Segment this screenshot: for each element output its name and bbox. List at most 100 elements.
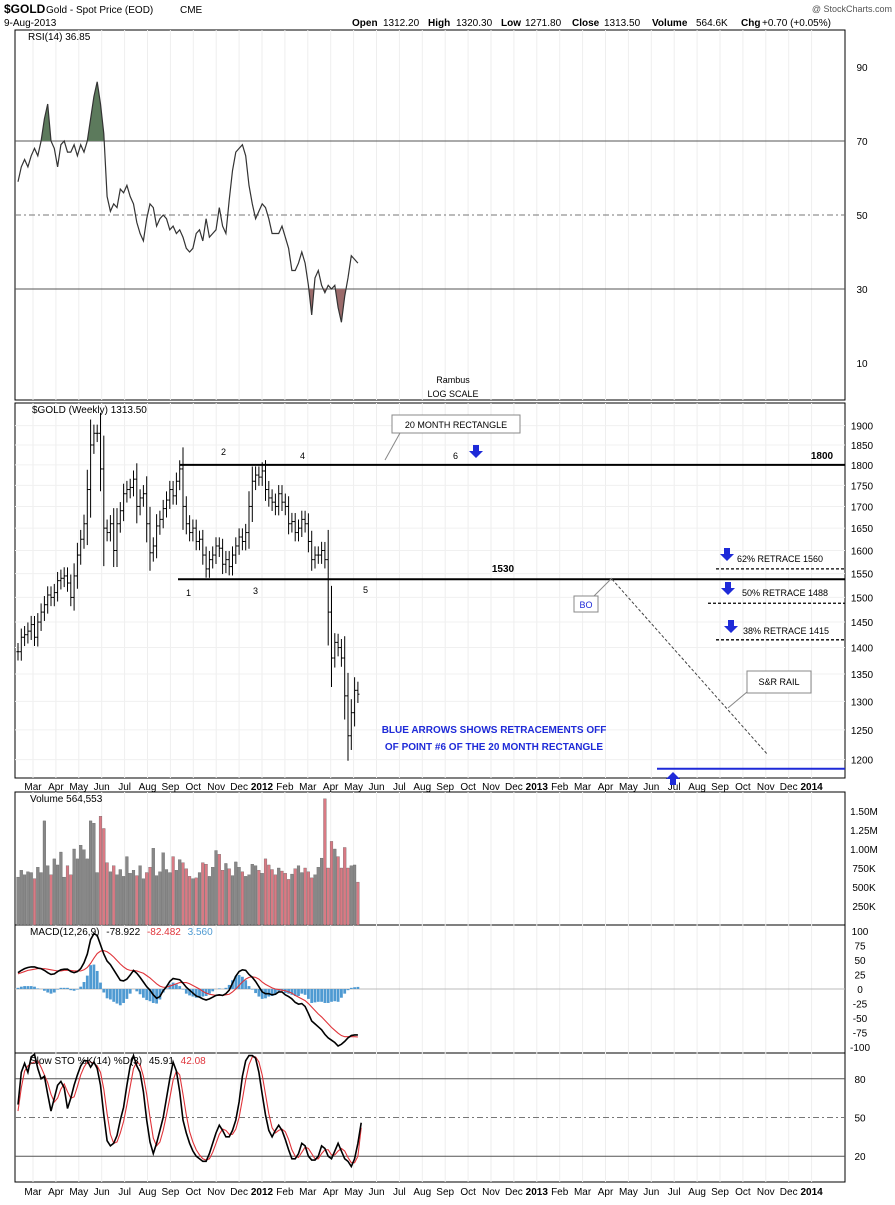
macd-signal-value: -82.482	[147, 927, 181, 938]
volume-bar	[283, 873, 287, 926]
x-axis-label-jul: Jul	[118, 1187, 131, 1198]
macd-hist-bar	[76, 989, 79, 990]
x-axis-label-feb: Feb	[276, 782, 294, 793]
author-label: Rambus	[436, 375, 470, 385]
macd-hist-bar	[79, 986, 83, 989]
macd-hist-bar	[254, 989, 257, 994]
rsi-tick-50: 50	[856, 211, 868, 222]
volume-bar	[194, 877, 198, 926]
volume-bar	[181, 862, 185, 926]
point-3: 3	[253, 586, 258, 596]
volume-bar	[49, 874, 53, 926]
x-axis-label-jul: Jul	[393, 1187, 406, 1198]
x-axis-label-dec: Dec	[780, 1187, 798, 1198]
rsi-tick-90: 90	[856, 63, 868, 74]
macd-hist-bar	[241, 976, 244, 989]
volume-bar	[19, 870, 23, 926]
volume-bar	[46, 865, 50, 926]
volume-bar	[217, 854, 221, 926]
high-label: High	[428, 18, 450, 29]
volume-bar	[131, 870, 136, 926]
volume-bar	[211, 867, 215, 926]
macd-hist-bar	[310, 989, 314, 1003]
x-axis-label-aug: Aug	[688, 782, 706, 793]
volume-bar	[36, 867, 40, 926]
price-tick-1500: 1500	[851, 593, 874, 604]
macd-hist-bar	[59, 987, 63, 989]
volume-bar	[343, 847, 347, 926]
volume-bar	[280, 870, 284, 926]
volume-bar	[26, 871, 30, 926]
volume-bar	[257, 870, 261, 926]
macd-hist-bar	[56, 989, 59, 990]
x-axis-label-dec: Dec	[780, 782, 798, 793]
volume-bar	[184, 868, 188, 926]
macd-hist-bar	[43, 989, 46, 991]
volume-tick: 250K	[852, 902, 876, 913]
sr-rail-box	[746, 670, 812, 694]
x-axis-label-sep: Sep	[162, 1187, 180, 1198]
volume-bar	[42, 820, 46, 926]
volume-bar	[125, 856, 129, 926]
x-axis-label-apr: Apr	[323, 782, 339, 793]
x-axis-label-nov: Nov	[482, 782, 500, 793]
volume-bar	[267, 864, 271, 926]
volume-bar	[69, 874, 73, 926]
volume-bar	[112, 865, 116, 926]
volume-bar	[293, 868, 297, 926]
x-axis-label-may: May	[344, 782, 363, 793]
volume-bar	[82, 849, 86, 926]
macd-tick-100: 100	[852, 927, 869, 938]
x-axis-label-aug: Aug	[688, 1187, 706, 1198]
x-axis-label-nov: Nov	[207, 782, 225, 793]
macd-hist-bar	[217, 988, 221, 989]
sto-title-prefix: Slow STO %K(14) %D(3)	[30, 1056, 142, 1067]
x-axis-label-jul: Jul	[668, 782, 681, 793]
x-axis-label-jun: Jun	[643, 1187, 659, 1198]
macd-hist-bar	[82, 982, 86, 989]
x-axis-label-jul: Jul	[393, 782, 406, 793]
volume-tick: 1.00M	[850, 845, 878, 856]
volume-bar	[204, 864, 208, 926]
rectangle-label: 20 MONTH RECTANGLE	[405, 420, 507, 430]
x-axis-label-2013: 2013	[526, 1187, 549, 1198]
macd-hist-bar	[118, 989, 122, 1006]
instrument-name: Gold - Spot Price (EOD)	[46, 5, 153, 16]
x-axis-label-jun: Jun	[94, 782, 110, 793]
volume-bar	[356, 881, 360, 926]
sr-rail-pointer	[727, 691, 748, 709]
x-axis-label-oct: Oct	[735, 782, 751, 793]
macd-hist-bar	[237, 975, 241, 989]
x-axis-label-mar: Mar	[299, 1187, 317, 1198]
change-value: +0.70 (+0.05%)	[762, 18, 831, 29]
volume-bar	[148, 867, 152, 926]
price-tick-1900: 1900	[851, 422, 874, 433]
x-axis-label-sep: Sep	[711, 1187, 729, 1198]
macd-hist-bar	[356, 986, 360, 989]
macd-hist-bar	[346, 989, 350, 991]
note-line-1: BLUE ARROWS SHOWS RETRACEMENTS OFF	[382, 725, 607, 736]
volume-bar	[188, 876, 192, 926]
macd-hist-bar	[333, 989, 337, 1002]
high-value: 1320.30	[456, 18, 493, 29]
macd-hist-bar	[109, 989, 112, 1000]
rsi-tick-70: 70	[856, 137, 868, 148]
price-tick-1650: 1650	[851, 524, 874, 535]
volume-bar	[237, 867, 241, 926]
macd-hist-bar	[320, 989, 323, 1002]
x-axis-label-apr: Apr	[598, 782, 614, 793]
x-axis-label-aug: Aug	[413, 1187, 431, 1198]
x-axis-label-2013: 2013	[526, 782, 549, 793]
volume-bar	[128, 873, 132, 926]
volume-title: Volume 564,553	[30, 794, 103, 805]
x-axis-label-may: May	[344, 1187, 363, 1198]
volume-bar	[326, 867, 330, 926]
x-axis-label-2012: 2012	[251, 1187, 274, 1198]
macd-hist-bar	[142, 989, 145, 998]
x-axis-label-apr: Apr	[598, 1187, 614, 1198]
volume-bar	[339, 867, 343, 926]
x-axis-label-sep: Sep	[436, 1187, 454, 1198]
volume-bar	[320, 857, 324, 926]
